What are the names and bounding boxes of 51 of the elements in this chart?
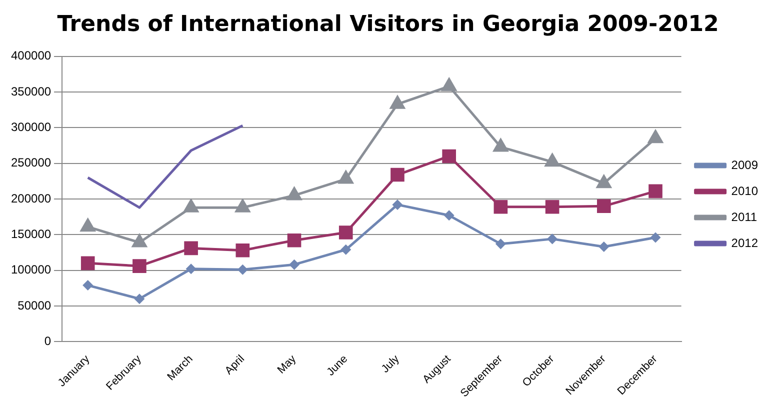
point	[648, 130, 663, 144]
y-tick-label: 150000	[10, 226, 52, 241]
point	[496, 239, 506, 249]
point	[444, 210, 454, 220]
point	[494, 200, 508, 214]
point	[80, 256, 95, 270]
point	[83, 280, 93, 290]
x-tick-label: May	[275, 352, 299, 376]
y-tick-label: 400000	[10, 48, 52, 63]
point	[338, 170, 354, 184]
y-tick-label: 200000	[10, 191, 52, 206]
y-tick-label: 50000	[18, 298, 52, 312]
y-tick-label: 350000	[10, 84, 52, 98]
point	[442, 78, 456, 92]
point	[235, 199, 250, 212]
x-tick-label: July	[379, 352, 402, 376]
point	[648, 184, 662, 198]
point	[132, 259, 146, 273]
chart-title: Trends of International Visitors in Georgia 2009-2012	[57, 12, 719, 37]
point	[599, 242, 609, 252]
point	[493, 138, 508, 152]
point	[286, 187, 302, 200]
point	[392, 200, 402, 210]
point	[236, 243, 250, 258]
point	[442, 149, 456, 164]
legend-label: 2011	[731, 210, 758, 224]
point	[596, 175, 612, 188]
point	[184, 199, 198, 212]
legend-label: 2012	[731, 236, 758, 250]
legend-label: 2009	[731, 158, 758, 172]
point	[390, 96, 405, 109]
point	[238, 264, 248, 274]
point	[544, 154, 560, 167]
point	[545, 200, 560, 214]
point	[548, 234, 558, 244]
point	[338, 226, 353, 240]
y-tick-label: 0	[44, 334, 52, 348]
point	[134, 294, 144, 304]
y-tick-label: 250000	[10, 156, 52, 170]
point	[80, 218, 96, 232]
point	[341, 244, 351, 254]
point	[184, 241, 198, 256]
legend-label: 2010	[731, 184, 758, 198]
point	[287, 233, 302, 248]
point	[390, 168, 404, 182]
point	[650, 232, 660, 242]
y-tick-label: 300000	[10, 120, 52, 134]
y-tick-label: 100000	[10, 262, 52, 277]
point	[596, 199, 611, 214]
point	[290, 260, 300, 270]
point	[186, 264, 196, 274]
